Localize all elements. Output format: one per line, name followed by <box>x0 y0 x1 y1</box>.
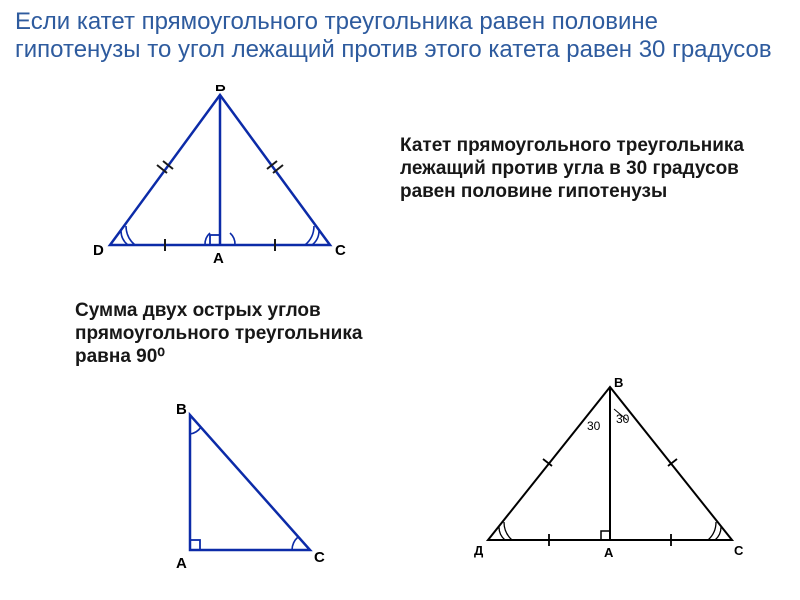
label-C: C <box>335 242 346 259</box>
label-B3: В <box>614 375 623 390</box>
diagram-30-30-triangle: 30 30 В Д С А <box>470 375 750 575</box>
angle-30-right: 30 <box>616 412 630 426</box>
text-left-mid: Сумма двух острых углов прямоугольного т… <box>75 300 375 368</box>
diagram-isoceles-altitude: B D C A <box>85 85 355 280</box>
label-D: D <box>93 242 104 259</box>
label-B: B <box>215 85 226 95</box>
label-A3: А <box>604 545 614 560</box>
text-right-top: Катет прямоугольного треугольника лежащи… <box>400 135 750 203</box>
diagram-right-triangle: A B C <box>170 400 340 575</box>
slide: { "title_text": "Если катет прямоугольно… <box>0 0 800 600</box>
label-C2: C <box>314 549 325 566</box>
label-C3: С <box>734 543 744 558</box>
angle-30-left: 30 <box>587 419 601 433</box>
label-A: A <box>213 250 224 267</box>
label-D3: Д <box>474 543 484 558</box>
label-A2: A <box>176 555 187 572</box>
label-B2: B <box>176 401 187 418</box>
slide-title: Если катет прямоугольного треугольника р… <box>15 8 785 63</box>
